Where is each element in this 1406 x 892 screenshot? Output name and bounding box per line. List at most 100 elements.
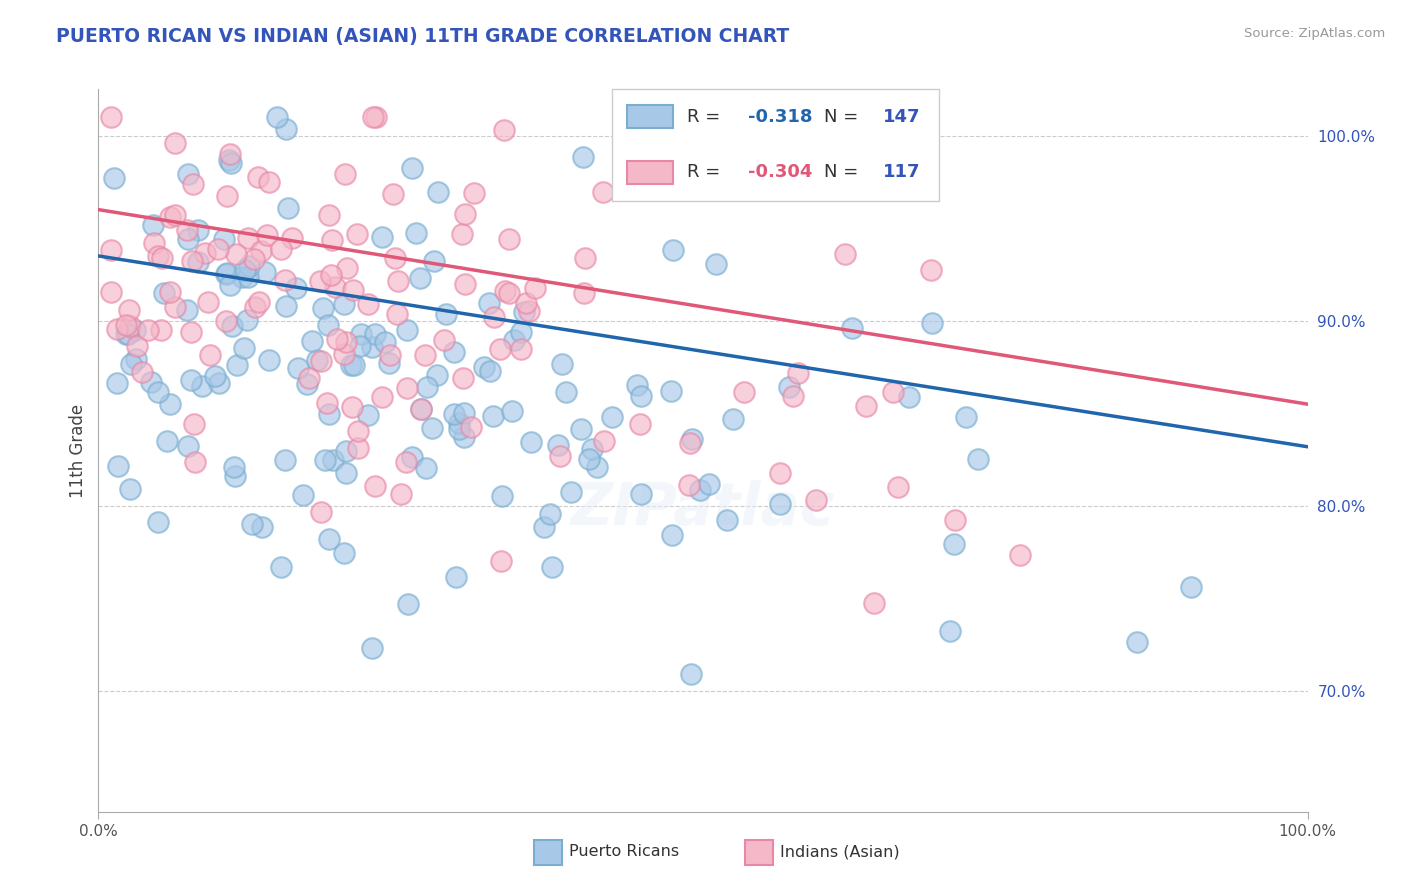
Point — [131, 365, 153, 379]
Point — [291, 488, 314, 502]
Point — [548, 450, 571, 464]
Point — [218, 153, 240, 167]
Point — [138, 323, 160, 337]
Point — [316, 395, 339, 409]
Point — [460, 419, 482, 434]
Point — [943, 536, 966, 550]
Point — [454, 207, 477, 221]
Point — [426, 368, 449, 382]
Point — [626, 377, 648, 392]
Point — [395, 455, 418, 469]
Point — [208, 376, 231, 391]
Point — [370, 229, 392, 244]
Point — [578, 451, 600, 466]
Point — [939, 624, 962, 638]
Point — [256, 228, 278, 243]
Point — [309, 505, 332, 519]
Point — [661, 527, 683, 541]
Point — [150, 323, 173, 337]
Point — [240, 517, 263, 532]
Point — [176, 223, 198, 237]
Point — [405, 227, 427, 241]
Point — [782, 389, 804, 403]
Point — [630, 389, 652, 403]
Point — [443, 407, 465, 421]
Point — [834, 247, 856, 261]
Point — [198, 348, 221, 362]
Point — [451, 370, 474, 384]
Point — [243, 300, 266, 314]
Point — [177, 439, 200, 453]
Point — [219, 146, 242, 161]
Point — [309, 274, 332, 288]
Point — [118, 302, 141, 317]
Point — [454, 277, 477, 292]
Point — [333, 297, 356, 311]
Point — [498, 285, 520, 300]
Text: PUERTO RICAN VS INDIAN (ASIAN) 11TH GRADE CORRELATION CHART: PUERTO RICAN VS INDIAN (ASIAN) 11TH GRAD… — [56, 27, 790, 45]
Text: Puerto Ricans: Puerto Ricans — [569, 845, 679, 859]
Point — [415, 461, 437, 475]
Point — [257, 175, 280, 189]
Point — [276, 299, 298, 313]
Point — [125, 352, 148, 367]
Point — [491, 489, 513, 503]
Point — [357, 297, 380, 311]
Point — [243, 252, 266, 266]
Point — [366, 110, 388, 124]
Point — [510, 325, 533, 339]
Point — [453, 406, 475, 420]
Point — [586, 459, 609, 474]
Point — [273, 273, 295, 287]
Point — [233, 341, 256, 355]
Point — [333, 167, 356, 181]
Point — [482, 310, 505, 324]
Point — [215, 266, 238, 280]
Point — [955, 409, 977, 424]
Point — [333, 347, 356, 361]
Point — [501, 404, 523, 418]
Point — [127, 339, 149, 353]
Point — [142, 218, 165, 232]
Point — [249, 244, 271, 258]
Point — [395, 323, 418, 337]
Point — [343, 358, 366, 372]
Point — [592, 186, 614, 200]
Point — [489, 342, 512, 356]
Point — [347, 425, 370, 439]
Point — [146, 515, 169, 529]
Point — [581, 442, 603, 456]
Text: 117: 117 — [883, 163, 921, 181]
Point — [515, 296, 537, 310]
Point — [898, 390, 921, 404]
Point — [371, 390, 394, 404]
Point — [105, 322, 128, 336]
Point — [478, 364, 501, 378]
Point — [862, 596, 884, 610]
Point — [335, 466, 357, 480]
FancyBboxPatch shape — [627, 105, 672, 128]
Point — [547, 438, 569, 452]
Point — [311, 301, 333, 315]
Point — [285, 281, 308, 295]
Point — [225, 359, 247, 373]
Point — [323, 279, 346, 293]
Point — [120, 357, 142, 371]
Point — [146, 385, 169, 400]
Point — [276, 122, 298, 136]
Point — [225, 247, 247, 261]
Point — [318, 407, 340, 421]
Point — [679, 667, 702, 681]
Point — [187, 223, 209, 237]
Point — [444, 570, 467, 584]
Point — [314, 453, 336, 467]
Point — [628, 417, 651, 431]
Point — [270, 242, 292, 256]
Point — [165, 209, 187, 223]
Point — [509, 342, 531, 356]
Point — [114, 318, 136, 333]
Point — [238, 259, 260, 273]
Point — [600, 410, 623, 425]
Point — [787, 366, 810, 380]
Point — [574, 251, 596, 265]
